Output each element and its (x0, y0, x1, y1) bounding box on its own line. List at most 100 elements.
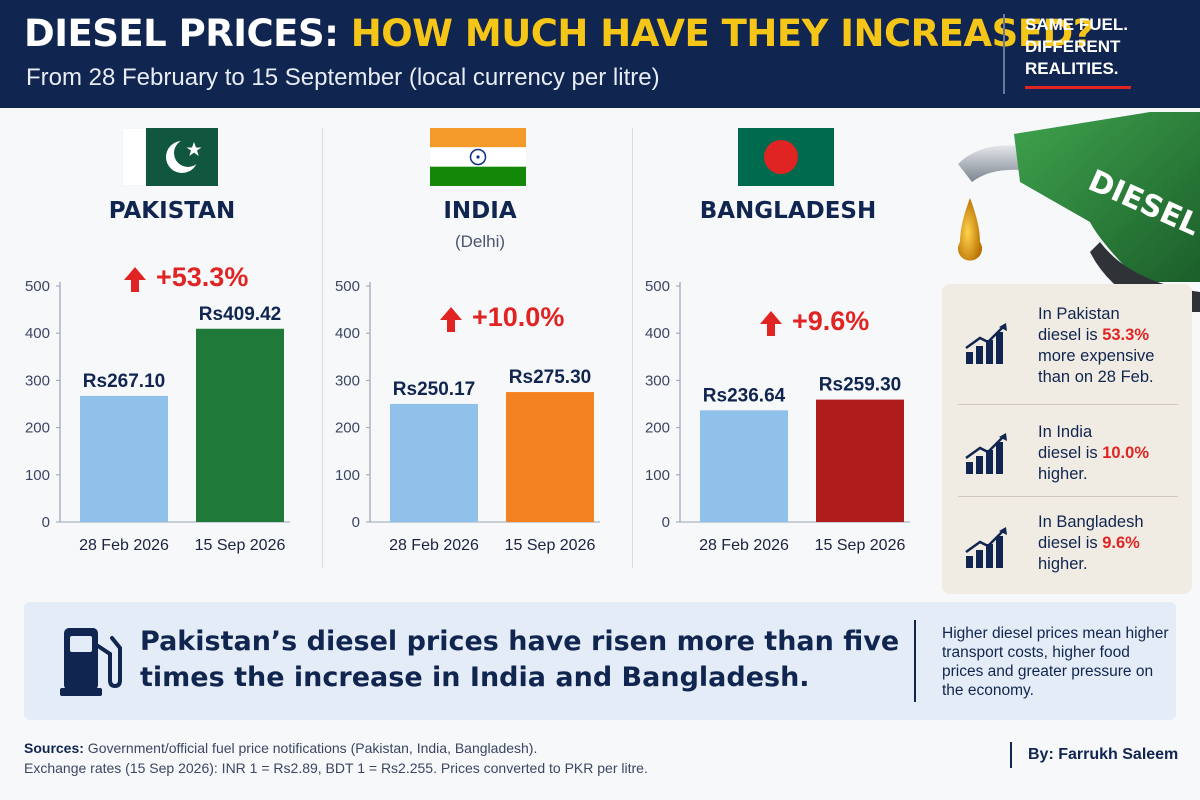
india-bar-feb (390, 403, 478, 522)
growth-chart-icon (965, 527, 1007, 568)
title-part-1: DIESEL PRICES: (24, 12, 351, 55)
side-note-highlight: 9.6% (1102, 534, 1140, 552)
bangladesh-bar-feb (700, 410, 788, 522)
page-subtitle: From 28 February to 15 September (local … (26, 64, 660, 91)
y-tick-label: 300 (645, 372, 670, 389)
y-tick-label: 200 (335, 420, 360, 437)
country-name-india: INDIA (443, 198, 517, 224)
panel-divider (322, 128, 323, 568)
diesel-nozzle-illustration: DIESEL (958, 112, 1200, 312)
bar-value-label: Rs409.42 (199, 304, 281, 325)
x-category-label: 28 Feb 2026 (389, 537, 479, 554)
side-note-line: In Pakistan (1038, 305, 1120, 323)
side-note-highlight: 10.0% (1102, 444, 1149, 462)
y-tick-label: 100 (335, 467, 360, 484)
side-separator (958, 496, 1178, 497)
pakistan-flag-icon (122, 128, 218, 186)
side-note-line: than on 28 Feb. (1038, 368, 1154, 386)
y-tick-label: 400 (335, 325, 360, 342)
bar-value-label: Rs267.10 (83, 371, 165, 392)
tagline-underline (1025, 86, 1131, 89)
india-bar-chart: 0 100 200 300 400 500 Rs250.17 28 Feb 2026 Rs275… (335, 278, 600, 554)
pakistan-change-value: +53.3% (156, 262, 249, 292)
y-tick-label: 300 (335, 372, 360, 389)
tagline-line-3: REALITIES. (1025, 59, 1119, 78)
side-note-india: In India diesel is 10.0% higher. (942, 412, 1192, 508)
side-note-fragment: diesel is (1038, 326, 1103, 344)
pakistan-change-badge: +53.3% (124, 262, 248, 293)
side-note-fragment: diesel is (1038, 534, 1103, 552)
summary-divider (914, 620, 916, 702)
byline: By: Farrukh Saleem (1010, 742, 1178, 768)
title-part-2: HOW MUCH HAVE THEY INCREASED? (350, 12, 1094, 55)
side-note-text: In Bangladesh diesel is 9.6% higher. (1038, 512, 1144, 575)
sources-line-2: Exchange rates (15 Sep 2026): INR 1 = Rs… (24, 760, 648, 776)
india-flag-icon (430, 128, 526, 186)
pakistan-bar-chart: 0 100 200 300 400 500 Rs267.10 28 Feb 2026 Rs409… (25, 278, 290, 554)
side-note-line: In Bangladesh (1038, 513, 1144, 531)
summary-headline: Pakistan’s diesel prices have risen more… (140, 626, 900, 693)
pakistan-bar-sep (196, 328, 284, 522)
tagline: SAME FUEL. DIFFERENT REALITIES. (1003, 14, 1131, 94)
side-note-line: higher. (1038, 555, 1088, 573)
bangladesh-bar-chart: 0 100 200 300 400 500 Rs236.64 28 Feb 2026 Rs259… (645, 278, 910, 554)
sources-label: Sources: (24, 740, 84, 756)
side-note-line: higher. (1038, 465, 1088, 483)
summary-box: Pakistan’s diesel prices have risen more… (24, 602, 1176, 720)
y-tick-label: 500 (645, 278, 670, 295)
y-tick-label: 200 (645, 420, 670, 437)
side-note-line: diesel is 9.6% (1038, 533, 1144, 554)
india-change-value: +10.0% (472, 302, 565, 332)
side-note-line: more expensive (1038, 347, 1155, 365)
india-bar-sep (506, 392, 594, 522)
y-tick-label: 300 (25, 372, 50, 389)
bangladesh-change-badge: +9.6% (760, 306, 869, 337)
y-tick-label: 100 (645, 467, 670, 484)
bar-value-label: Rs259.30 (819, 375, 901, 396)
fuel-pump-icon (60, 628, 122, 696)
y-tick-label: 400 (645, 325, 670, 342)
side-notes-panel: In Pakistan diesel is 53.3% more expensi… (942, 284, 1192, 594)
up-arrow-icon (124, 267, 146, 292)
up-arrow-icon (440, 307, 462, 332)
side-note-pakistan: In Pakistan diesel is 53.3% more expensi… (942, 294, 1192, 390)
side-note-bangladesh: In Bangladesh diesel is 9.6% higher. (942, 506, 1192, 602)
x-category-label: 15 Sep 2026 (815, 537, 906, 554)
growth-chart-icon (965, 433, 1007, 474)
x-category-label: 28 Feb 2026 (699, 537, 789, 554)
side-note-text: In Pakistan diesel is 53.3% more expensi… (1038, 304, 1154, 388)
x-category-label: 15 Sep 2026 (195, 537, 286, 554)
side-note-line: diesel is 10.0% (1038, 443, 1149, 464)
y-tick-label: 500 (335, 278, 360, 295)
nozzle-body (1014, 112, 1200, 282)
country-subtitle-india: (Delhi) (454, 232, 506, 251)
sources-note: Sources: Government/official fuel price … (24, 738, 648, 778)
bar-value-label: Rs275.30 (509, 367, 591, 388)
summary-note: Higher diesel prices mean higher transpo… (942, 625, 1169, 699)
bar-value-label: Rs250.17 (393, 379, 475, 400)
x-category-label: 28 Feb 2026 (79, 537, 169, 554)
header-banner: DIESEL PRICES: HOW MUCH HAVE THEY INCREA… (0, 0, 1200, 108)
y-tick-label: 0 (42, 514, 50, 531)
oil-drop-icon (958, 198, 982, 261)
y-tick-label: 100 (25, 467, 50, 484)
country-name-pakistan: PAKISTAN (108, 198, 236, 224)
side-note-highlight: 53.3% (1102, 326, 1149, 344)
side-note-line: diesel is 53.3% (1038, 325, 1154, 346)
country-name-bangladesh: BANGLADESH (699, 198, 877, 224)
y-tick-label: 0 (352, 514, 360, 531)
india-change-badge: +10.0% (440, 302, 564, 333)
y-tick-label: 200 (25, 420, 50, 437)
pakistan-bar-feb (80, 395, 168, 522)
y-tick-label: 400 (25, 325, 50, 342)
up-arrow-icon (760, 311, 782, 336)
growth-chart-icon (965, 323, 1007, 364)
sources-line-1: Sources: Government/official fuel price … (24, 738, 648, 758)
panel-divider (632, 128, 633, 568)
side-note-line: In India (1038, 423, 1093, 441)
side-separator (958, 404, 1178, 405)
bangladesh-bar-sep (816, 399, 904, 522)
side-note-fragment: diesel is (1038, 444, 1103, 462)
nozzle-spout (958, 145, 1022, 182)
sources-text: Government/official fuel price notificat… (83, 740, 538, 756)
